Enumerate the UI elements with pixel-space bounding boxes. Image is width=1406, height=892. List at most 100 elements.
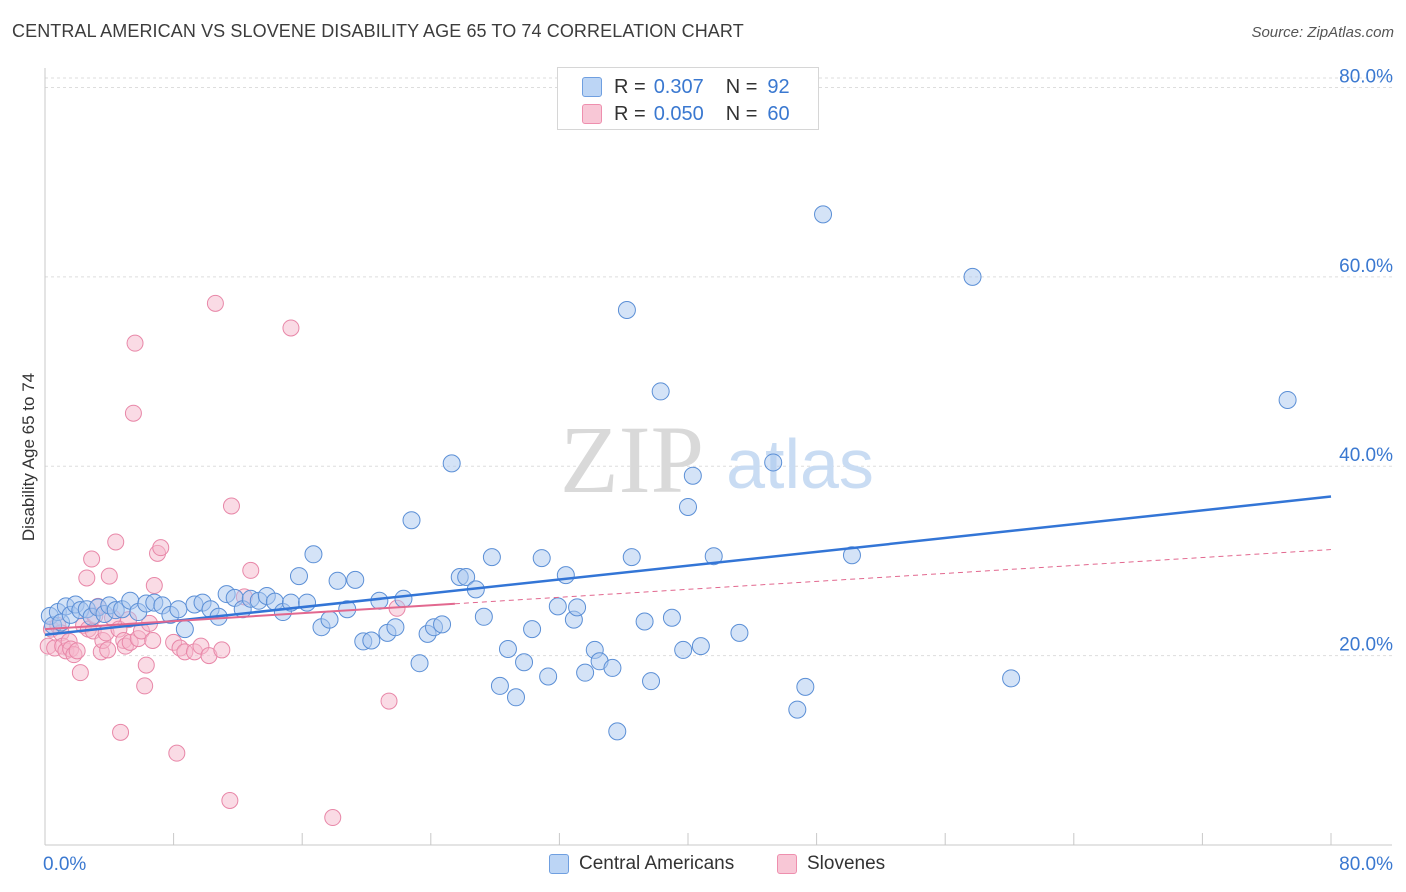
central-american-point [298, 593, 317, 612]
central-american-point [523, 620, 542, 639]
y-axis-label: Disability Age 65 to 74 [19, 372, 38, 542]
trend-line-slovenes-solid [44, 602, 455, 631]
central-american-point [442, 454, 461, 473]
slovene-point [324, 809, 342, 827]
central-american-point [457, 568, 476, 587]
central-american-point [474, 607, 493, 626]
central-american-point [506, 688, 525, 707]
central-american-point [498, 639, 517, 658]
legend-row-slovenes: R = 0.050 N = 60 [582, 101, 790, 127]
central-american-point [842, 546, 861, 565]
central-americans-points [40, 205, 1297, 741]
central-american-point [482, 548, 501, 567]
central-american-point [603, 658, 622, 677]
central-american-point [548, 597, 567, 616]
slovene-point [83, 550, 101, 568]
slovene-point [222, 497, 240, 515]
legend-row-central-americans: R = 0.307 N = 92 [582, 74, 790, 100]
central-american-point [346, 570, 365, 589]
bottom-legend-slovenes: Slovenes [777, 851, 885, 877]
central-american-point [362, 631, 381, 650]
slovene-point [242, 561, 260, 579]
source-label: Source: ZipAtlas.com [1251, 24, 1394, 41]
central-american-point [289, 567, 308, 586]
stats-legend: R = 0.307 N = 92 R = 0.050 N = 60 [557, 67, 819, 130]
trend-line-central-americans [44, 495, 1332, 637]
slovene-point [124, 404, 142, 422]
y-tick-label: 80.0% [1339, 66, 1393, 87]
central-american-point [556, 566, 575, 585]
central-american-point [764, 453, 783, 472]
r-value-slovenes: 0.050 [653, 102, 704, 125]
central-american-point [490, 676, 509, 695]
r-value-central-americans: 0.307 [653, 75, 704, 98]
central-american-point [386, 618, 405, 637]
x-tick-label-min: 0.0% [43, 854, 86, 875]
r-label: R = [614, 102, 646, 125]
central-american-point [328, 571, 347, 590]
central-american-point [320, 610, 339, 629]
central-american-point [175, 620, 194, 639]
trend-line-slovenes-dashed [454, 549, 1332, 605]
slovenes-points [39, 294, 406, 827]
legend-label-slovenes: Slovenes [807, 853, 886, 874]
slovene-point [213, 641, 231, 659]
central-american-point [704, 547, 723, 566]
central-american-point [1002, 669, 1021, 688]
slovene-point [144, 631, 162, 649]
slovene-point [206, 294, 224, 312]
slovene-point [145, 577, 163, 595]
central-american-point [568, 598, 587, 617]
central-american-point [679, 497, 697, 516]
central-american-point [963, 267, 982, 286]
central-american-point [608, 722, 627, 741]
central-american-point [674, 640, 693, 659]
pink-swatch [582, 104, 602, 124]
n-label: N = [725, 102, 758, 125]
central-american-point [683, 466, 702, 485]
blue-swatch [549, 854, 569, 874]
n-value-slovenes: 60 [767, 102, 790, 125]
central-american-point [642, 672, 661, 691]
slovene-point [168, 744, 186, 762]
r-label: R = [614, 75, 646, 98]
slovene-point [126, 334, 144, 352]
central-american-point [796, 677, 815, 696]
slovene-point [71, 664, 89, 682]
slovene-point [99, 641, 117, 659]
slovene-point [78, 569, 96, 587]
central-american-point [576, 663, 595, 682]
slovene-point [100, 567, 118, 585]
central-american-point [515, 653, 534, 672]
slovene-point [136, 677, 154, 695]
y-tick-label: 20.0% [1339, 635, 1393, 656]
slovene-point [137, 656, 155, 674]
central-american-point [691, 637, 710, 656]
blue-swatch [582, 77, 602, 97]
central-american-point [635, 612, 654, 631]
central-american-point [1278, 390, 1297, 409]
central-american-point [617, 300, 636, 319]
central-american-point [622, 548, 641, 567]
n-value-central-americans: 92 [767, 75, 790, 98]
bottom-legend-central-americans: Central Americans [549, 851, 734, 877]
central-american-point [394, 589, 413, 608]
central-american-point [410, 654, 429, 673]
n-label: N = [725, 75, 758, 98]
central-american-point [788, 700, 807, 719]
slovene-point [112, 723, 130, 741]
central-american-point [539, 667, 558, 686]
slovene-point [380, 692, 398, 710]
slovene-point [68, 642, 86, 660]
slovene-point [107, 533, 125, 551]
x-tick-label-max: 80.0% [1339, 854, 1393, 875]
central-american-point [662, 608, 681, 627]
central-american-point [402, 511, 421, 530]
central-american-point [730, 623, 749, 642]
slovene-point [221, 791, 239, 809]
central-american-point [814, 205, 833, 224]
y-tick-label: 60.0% [1339, 256, 1393, 277]
central-american-point [651, 382, 670, 401]
axes [44, 68, 1392, 846]
